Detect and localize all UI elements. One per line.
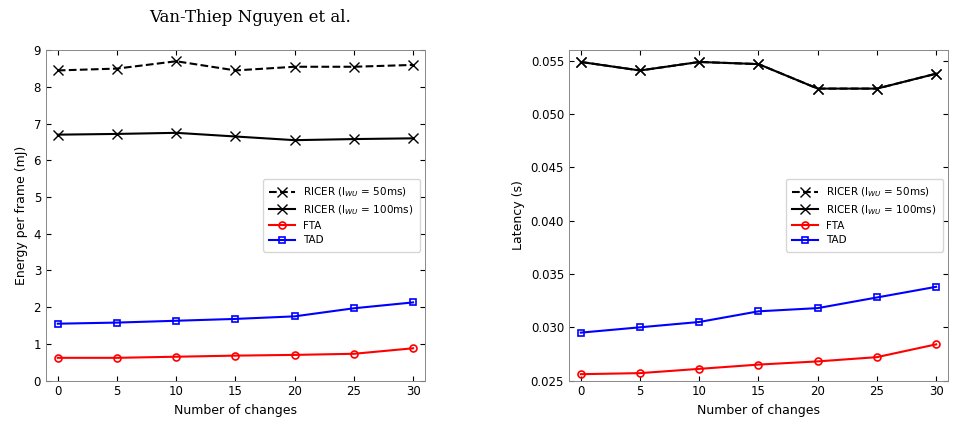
TAD — [693, 319, 705, 324]
RICER (I$_{WU}$ = 50ms) — [635, 68, 646, 73]
X-axis label: Number of changes: Number of changes — [697, 404, 820, 417]
TAD — [111, 320, 122, 325]
FTA — [635, 371, 646, 376]
Line: RICER (I$_{WU}$ = 100ms): RICER (I$_{WU}$ = 100ms) — [53, 128, 418, 145]
Line: TAD: TAD — [578, 283, 940, 336]
RICER (I$_{WU}$ = 50ms) — [872, 86, 883, 91]
RICER (I$_{WU}$ = 100ms) — [693, 59, 705, 64]
Y-axis label: Latency (s): Latency (s) — [512, 181, 525, 251]
TAD — [872, 295, 883, 300]
FTA — [407, 346, 419, 351]
TAD — [348, 306, 359, 311]
FTA — [289, 353, 300, 358]
FTA — [229, 353, 241, 358]
RICER (I$_{WU}$ = 100ms) — [407, 136, 419, 141]
RICER (I$_{WU}$ = 100ms) — [111, 131, 122, 137]
FTA — [930, 342, 942, 347]
RICER (I$_{WU}$ = 50ms) — [930, 71, 942, 76]
RICER (I$_{WU}$ = 100ms) — [348, 137, 359, 142]
TAD — [930, 284, 942, 289]
RICER (I$_{WU}$ = 100ms) — [229, 134, 241, 139]
FTA — [693, 366, 705, 372]
RICER (I$_{WU}$ = 50ms) — [170, 59, 182, 64]
TAD — [753, 309, 765, 314]
X-axis label: Number of changes: Number of changes — [174, 404, 297, 417]
TAD — [229, 316, 241, 321]
RICER (I$_{WU}$ = 50ms) — [753, 61, 765, 67]
TAD — [407, 300, 419, 305]
TAD — [170, 318, 182, 323]
Line: RICER (I$_{WU}$ = 100ms): RICER (I$_{WU}$ = 100ms) — [576, 57, 941, 93]
Line: FTA: FTA — [578, 341, 940, 378]
Legend: RICER (I$_{WU}$ = 50ms), RICER (I$_{WU}$ = 100ms), FTA, TAD: RICER (I$_{WU}$ = 50ms), RICER (I$_{WU}$… — [263, 179, 420, 251]
RICER (I$_{WU}$ = 100ms) — [170, 130, 182, 135]
Line: TAD: TAD — [54, 299, 417, 327]
RICER (I$_{WU}$ = 100ms) — [872, 86, 883, 91]
FTA — [872, 355, 883, 360]
RICER (I$_{WU}$ = 50ms) — [289, 64, 300, 70]
RICER (I$_{WU}$ = 100ms) — [930, 71, 942, 76]
TAD — [52, 321, 64, 326]
RICER (I$_{WU}$ = 50ms) — [575, 59, 586, 64]
FTA — [52, 355, 64, 360]
RICER (I$_{WU}$ = 50ms) — [693, 59, 705, 64]
RICER (I$_{WU}$ = 50ms) — [229, 68, 241, 73]
RICER (I$_{WU}$ = 100ms) — [635, 68, 646, 73]
Text: Van-Thiep Nguyen et al.: Van-Thiep Nguyen et al. — [149, 9, 351, 25]
RICER (I$_{WU}$ = 50ms) — [52, 68, 64, 73]
Legend: RICER (I$_{WU}$ = 50ms), RICER (I$_{WU}$ = 100ms), FTA, TAD: RICER (I$_{WU}$ = 50ms), RICER (I$_{WU}$… — [786, 179, 943, 251]
FTA — [348, 351, 359, 356]
Line: RICER (I$_{WU}$ = 50ms): RICER (I$_{WU}$ = 50ms) — [576, 57, 941, 93]
FTA — [575, 372, 586, 377]
RICER (I$_{WU}$ = 50ms) — [812, 86, 823, 91]
TAD — [812, 305, 823, 311]
RICER (I$_{WU}$ = 50ms) — [407, 62, 419, 67]
RICER (I$_{WU}$ = 100ms) — [812, 86, 823, 91]
RICER (I$_{WU}$ = 100ms) — [289, 137, 300, 143]
TAD — [289, 314, 300, 319]
Y-axis label: Energy per frame (mJ): Energy per frame (mJ) — [15, 146, 28, 285]
FTA — [753, 362, 765, 367]
Line: RICER (I$_{WU}$ = 50ms): RICER (I$_{WU}$ = 50ms) — [53, 57, 418, 75]
RICER (I$_{WU}$ = 50ms) — [348, 64, 359, 70]
TAD — [575, 330, 586, 335]
RICER (I$_{WU}$ = 100ms) — [575, 59, 586, 64]
TAD — [635, 325, 646, 330]
RICER (I$_{WU}$ = 100ms) — [52, 132, 64, 137]
RICER (I$_{WU}$ = 50ms) — [111, 66, 122, 71]
FTA — [170, 354, 182, 359]
FTA — [812, 359, 823, 364]
FTA — [111, 355, 122, 360]
Line: FTA: FTA — [54, 345, 417, 361]
RICER (I$_{WU}$ = 100ms) — [753, 61, 765, 67]
